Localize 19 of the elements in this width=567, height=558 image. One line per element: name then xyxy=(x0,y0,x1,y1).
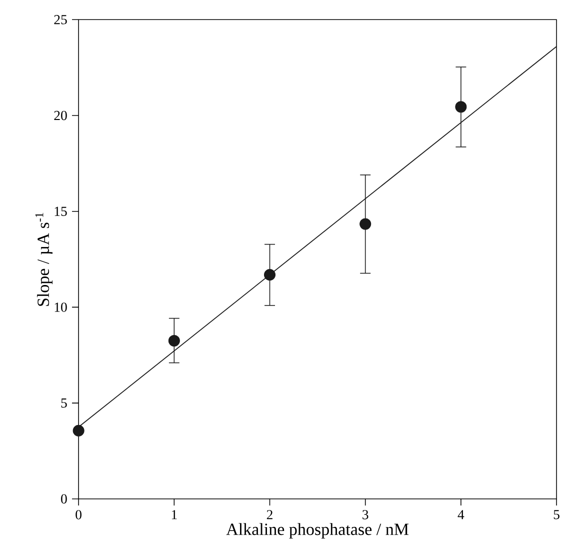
point xyxy=(168,335,180,347)
x-tick-label: 2 xyxy=(266,510,272,520)
y-tick-label: 25 xyxy=(54,15,67,24)
y-tick-label: 20 xyxy=(54,110,67,120)
y-tick-label: 10 xyxy=(54,302,67,312)
point xyxy=(264,269,276,281)
y-tick-label: 0 xyxy=(61,494,67,504)
y-tick-label: 15 xyxy=(54,206,67,216)
x-tick-label: 4 xyxy=(458,510,464,520)
x-axis-title: Alkaline phosphatase / nM xyxy=(226,523,409,539)
y-tick-label: 5 xyxy=(61,398,67,408)
point xyxy=(455,101,467,113)
x-tick-label: 5 xyxy=(554,510,560,520)
x-tick-label: 1 xyxy=(172,510,177,520)
x-tick-label: 3 xyxy=(362,510,368,520)
y-axis-title: Slope / µA s$^{-1}$ xyxy=(35,212,53,306)
x-tick-label: 0 xyxy=(76,510,82,520)
point xyxy=(72,424,84,436)
point xyxy=(360,218,372,230)
